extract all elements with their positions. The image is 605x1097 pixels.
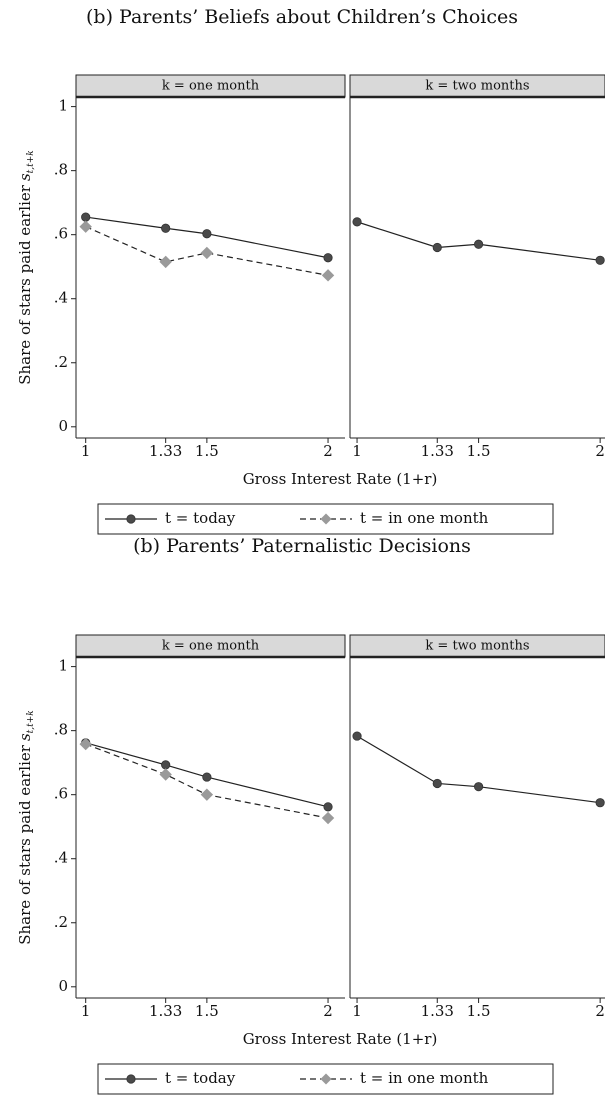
- y-tick-label: .6: [54, 225, 68, 243]
- y-axis-label-text: Share of stars paid earlier: [16, 744, 34, 945]
- series-line: [356, 735, 601, 804]
- marker: [202, 229, 212, 239]
- y-tick-label: .8: [54, 721, 68, 739]
- marker: [432, 242, 442, 253]
- facet-title: k = one month: [162, 639, 260, 654]
- panel-title: (b) Parents’ Paternalistic Decisions: [133, 535, 471, 557]
- marker: [352, 217, 362, 227]
- x-axis-label: Gross Interest Rate (1+r): [243, 1030, 438, 1048]
- y-tick-label: .8: [54, 161, 68, 179]
- marker: [202, 772, 212, 782]
- facet-title: k = one month: [162, 79, 260, 94]
- legend-marker: [320, 1073, 332, 1085]
- marker: [595, 798, 605, 808]
- x-tick-label: 1.5: [195, 1002, 219, 1020]
- marker: [473, 782, 484, 792]
- series-line: [85, 216, 329, 259]
- y-tick-label: .6: [54, 785, 68, 803]
- y-tick-label: 0: [58, 977, 68, 995]
- legend-marker: [126, 1074, 136, 1084]
- facet-title: k = two months: [425, 639, 529, 654]
- marker: [432, 778, 442, 789]
- y-axis-label-subscript: t,t+k: [26, 150, 36, 173]
- marker: [321, 811, 335, 825]
- legend-label: t = in one month: [360, 509, 489, 527]
- x-tick-label: 1.33: [421, 442, 454, 460]
- legend-label: t = in one month: [360, 1069, 489, 1087]
- marker: [323, 802, 333, 812]
- x-tick-label: 2: [323, 1002, 333, 1020]
- x-tick-label: 1: [81, 442, 91, 460]
- marker: [323, 253, 333, 263]
- legend-label: t = today: [165, 1069, 236, 1087]
- x-tick-label: 1.5: [467, 1002, 491, 1020]
- y-tick-label: 1: [58, 657, 68, 675]
- marker: [321, 269, 335, 282]
- x-tick-label: 2: [595, 442, 605, 460]
- y-axis-label-symbol: s: [16, 733, 34, 741]
- y-axis-label: Share of stars paid earlier st,t+k: [16, 710, 36, 945]
- x-tick-label: 2: [323, 442, 333, 460]
- marker: [595, 255, 605, 265]
- legend-marker: [126, 514, 136, 524]
- x-tick-label: 1.5: [467, 442, 491, 460]
- x-tick-label: 1: [352, 442, 362, 460]
- facet-title: k = two months: [425, 79, 529, 94]
- x-tick-label: 1.5: [195, 442, 219, 460]
- series-line: [356, 221, 601, 261]
- y-axis-label: Share of stars paid earlier st,t+k: [16, 150, 36, 385]
- marker: [79, 220, 92, 233]
- legend-marker: [320, 513, 332, 525]
- y-tick-label: .2: [54, 913, 68, 931]
- x-tick-label: 1.33: [149, 1002, 182, 1020]
- legend-box: [97, 503, 554, 535]
- y-axis-label-symbol: s: [16, 173, 34, 181]
- x-tick-label: 1: [81, 1002, 91, 1020]
- x-tick-label: 1.33: [149, 442, 182, 460]
- y-tick-label: .2: [54, 353, 68, 371]
- marker: [161, 760, 171, 770]
- marker: [352, 731, 362, 741]
- marker: [161, 223, 171, 233]
- marker: [81, 212, 91, 222]
- series-line: [85, 743, 329, 819]
- legend-label: t = today: [165, 509, 236, 527]
- y-tick-label: 1: [58, 97, 68, 115]
- y-tick-label: .4: [54, 849, 68, 867]
- x-tick-label: 1.33: [421, 1002, 454, 1020]
- series-line: [85, 742, 329, 808]
- x-axis-label: Gross Interest Rate (1+r): [243, 470, 438, 488]
- marker: [159, 768, 172, 781]
- marker: [79, 737, 92, 751]
- legend-box: [97, 1063, 554, 1095]
- y-tick-label: 0: [58, 417, 68, 435]
- y-axis-label-text: Share of stars paid earlier: [16, 184, 34, 385]
- marker: [200, 246, 214, 260]
- panel-title: (b) Parents’ Beliefs about Children’s Ch…: [86, 6, 518, 28]
- marker: [159, 255, 172, 269]
- y-axis-label-subscript: t,t+k: [26, 710, 36, 733]
- x-tick-label: 2: [595, 1002, 605, 1020]
- marker: [473, 239, 484, 249]
- x-tick-label: 1: [352, 1002, 362, 1020]
- marker: [200, 788, 214, 801]
- y-tick-label: .4: [54, 289, 68, 307]
- series-line: [85, 226, 329, 276]
